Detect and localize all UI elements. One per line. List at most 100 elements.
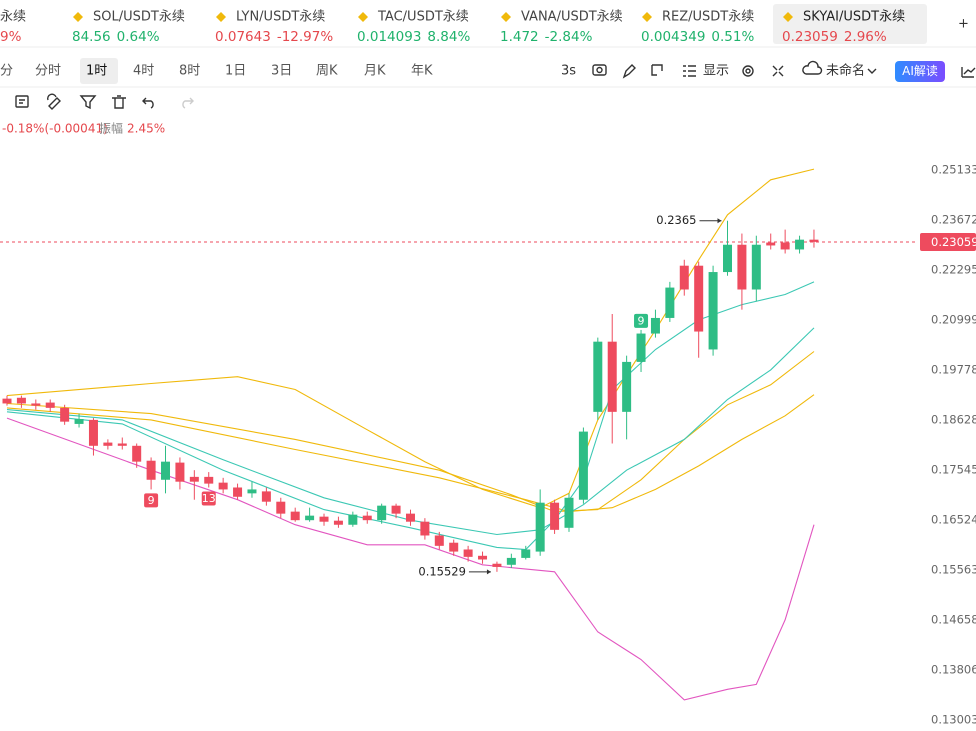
candle-body: [780, 242, 790, 250]
candle-body: [305, 515, 315, 521]
ticker-name[interactable]: SKYAI/USDT永续: [803, 10, 905, 25]
amplitude: 2.45%: [127, 122, 165, 136]
candle-body: [679, 265, 689, 290]
ticker-change: 0.51%: [711, 29, 754, 45]
candle-body: [506, 557, 516, 565]
sequence-marker: [634, 313, 649, 328]
candle-body: [74, 418, 84, 424]
candle-body: [60, 407, 70, 422]
last-price-label: 0.23059: [931, 235, 976, 249]
indicator-line: [6, 281, 815, 551]
timeframe[interactable]: 8时: [179, 64, 200, 79]
candle-body: [751, 244, 761, 290]
candle-body: [492, 563, 502, 567]
drawing-tools[interactable]: [15, 93, 194, 110]
timeframe[interactable]: 1时: [86, 64, 107, 79]
timeframe[interactable]: 月K: [364, 64, 386, 79]
y-tick-label: 0.15563: [931, 562, 976, 576]
y-tick-label: 0.16524: [931, 512, 976, 526]
candle-body: [204, 476, 214, 484]
timeframe[interactable]: 分: [0, 64, 13, 79]
candle-body: [636, 333, 646, 362]
tool-icons[interactable]: [592, 60, 976, 79]
timeframe[interactable]: 4时: [133, 64, 154, 79]
candle-body: [420, 521, 430, 536]
candle-body: [247, 489, 257, 494]
candle-body: [607, 341, 617, 412]
candle-body: [103, 442, 113, 446]
indicator-line: [6, 417, 815, 701]
candle-body: [233, 487, 243, 497]
ticker-change: 0.64%: [117, 29, 160, 45]
selected-tab: [773, 4, 927, 44]
candle-body: [88, 419, 98, 446]
candle-body: [550, 502, 560, 530]
ticker-change: -12.97%: [277, 29, 334, 45]
candle-body: [132, 445, 142, 462]
layout-name[interactable]: 未命名: [826, 63, 865, 79]
candle-body: [723, 244, 732, 273]
candle-body: [434, 535, 444, 546]
ticker-name[interactable]: 永续: [0, 10, 26, 25]
sequence-label: 13: [202, 492, 216, 505]
y-tick-label: 0.18628: [931, 412, 976, 426]
candle-body: [391, 505, 401, 514]
timeframe[interactable]: 周K: [316, 64, 338, 79]
y-tick-label: 0.19778: [931, 362, 976, 376]
coin-icon: [783, 12, 793, 22]
ticker-price: 0.004349: [641, 29, 705, 45]
ticker-change: 2.96%: [844, 29, 887, 45]
candle-body: [117, 443, 127, 446]
candle-body: [276, 501, 286, 514]
candle-body: [2, 398, 12, 404]
indicator-line: [6, 327, 815, 536]
ticker-name[interactable]: LYN/USDT永续: [236, 10, 325, 25]
y-tick-label: 0.13806: [931, 662, 976, 676]
ai-label[interactable]: AI解读: [902, 64, 938, 78]
add-tab[interactable]: +: [958, 17, 969, 32]
candle-body: [521, 549, 531, 558]
y-tick-label: 0.17545: [931, 462, 976, 476]
ticker-change: 9%: [0, 29, 22, 45]
sequence-label: 9: [148, 494, 155, 507]
ticker-name[interactable]: SOL/USDT永续: [93, 10, 185, 25]
candle-body: [146, 460, 156, 480]
last-price-box: [920, 233, 976, 251]
candle-body: [650, 317, 660, 334]
candle-body: [795, 239, 805, 250]
refresh[interactable]: 3s: [561, 64, 576, 79]
ticker-change: 8.84%: [427, 29, 470, 45]
sequence-marker: [144, 493, 159, 508]
timeframe[interactable]: 年K: [411, 64, 433, 79]
candle-body: [45, 402, 55, 408]
ticker-price: 1.472: [500, 29, 539, 45]
candle-body: [535, 502, 545, 552]
ticker-price: 0.07643: [215, 29, 271, 45]
candle-body: [694, 265, 704, 332]
timeframe[interactable]: 1日: [225, 64, 246, 79]
ticker-change: -2.84%: [545, 29, 593, 45]
y-tick-label: 0.23672: [931, 212, 976, 226]
y-tick-label: 0.25133: [931, 162, 976, 176]
ai-button[interactable]: [895, 61, 945, 82]
display[interactable]: 显示: [703, 64, 729, 79]
candle-body: [449, 542, 459, 552]
candle-body: [31, 403, 41, 406]
candle-body: [362, 515, 372, 521]
timeframe[interactable]: 3日: [271, 64, 292, 79]
sequence-marker: [201, 491, 216, 506]
candle-body: [218, 482, 228, 490]
coin-icon: [216, 12, 226, 22]
plot: 9 13 9: [2, 168, 819, 701]
ticker-name[interactable]: VANA/USDT永续: [521, 10, 623, 25]
candle-body: [766, 242, 776, 246]
coin-icon: [642, 12, 652, 22]
ticker-name[interactable]: REZ/USDT永续: [662, 10, 754, 25]
timeframe[interactable]: 分时: [35, 64, 61, 79]
ticker-name[interactable]: TAC/USDT永续: [377, 10, 469, 25]
coin-icon: [358, 12, 368, 22]
y-tick-label: 0.22295: [931, 262, 976, 276]
coin-icon: [73, 12, 83, 22]
ticker-price: 0.23059: [782, 29, 838, 45]
